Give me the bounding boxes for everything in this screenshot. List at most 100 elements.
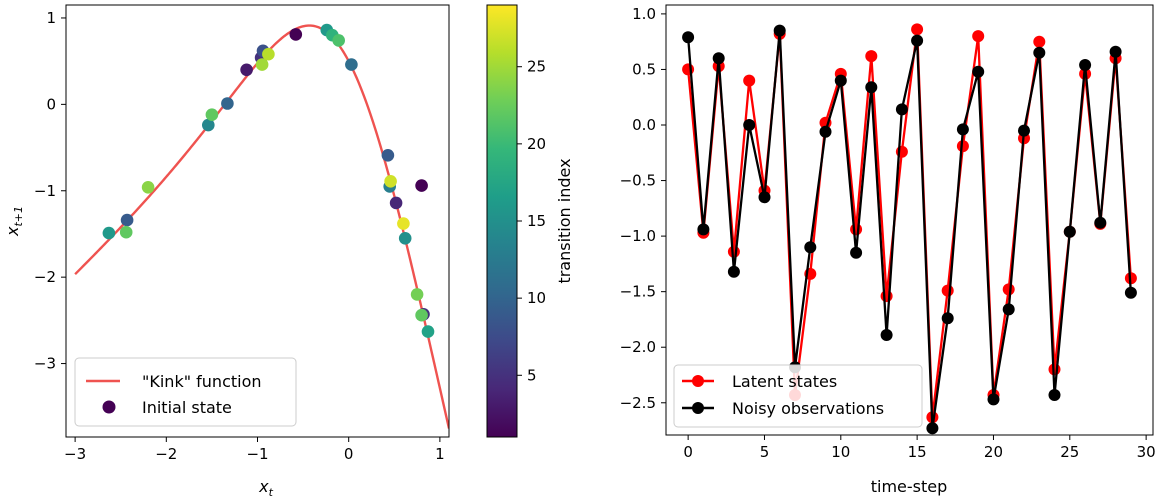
kink-function-plot: −3 −2 −1 0 1 −3 −2 −1 0 1 xt xt+1 "Kink" functio… [3,4,450,498]
initial-state-point-23 [141,181,155,194]
right-y-tick-label-4: −0.5 [620,172,656,190]
left-x-ticks: −3 −2 −1 0 1 [64,437,445,463]
initial-state-point-21 [415,308,428,322]
initial-state-point-7 [120,213,134,227]
series-1-point-20 [987,393,1000,406]
right-y-tick-label-1: −2.0 [620,338,656,356]
series-1-point-21 [1002,303,1015,316]
series-1-point-12 [865,81,878,94]
left-x-tick-label-0: −3 [64,445,86,463]
series-1-point-25 [1063,225,1076,238]
left-y-tick-label-2: −1 [34,182,56,200]
series-line-1 [686,29,1133,430]
legend-initial-state-marker [102,400,116,414]
right-y-tick-label-5: 0.0 [632,116,656,134]
series-0-point-13 [880,290,893,303]
series-0-point-17 [941,284,954,297]
series-1-point-4 [743,119,756,131]
right-x-tick-label-2: 10 [831,443,850,461]
initial-state-point-22 [410,288,424,301]
initial-state-point-12 [202,118,215,132]
left-x-tick-label-4: 1 [435,445,445,463]
initial-state-points [102,23,435,338]
legend-initial-state-label: Initial state [142,398,232,417]
initial-state-point-16 [421,325,435,338]
series-0-point-0 [682,63,695,76]
left-x-tick-label-3: 0 [344,445,354,463]
time-series-lines [682,23,1137,435]
right-legend-box [673,364,923,428]
series-0-point-23 [1033,35,1046,48]
series-1-point-24 [1048,389,1061,401]
series-1-point-15 [911,34,924,47]
series-1-point-29 [1124,286,1137,299]
colorbar-tick-label-4: 25 [527,58,546,76]
colorbar-tick-label-2: 15 [527,212,546,230]
initial-state-point-10 [345,58,358,71]
series-1-point-18 [956,123,969,136]
series-1-point-16 [926,422,939,435]
right-x-tick-label-6: 30 [1137,443,1156,461]
right-x-tick-label-0: 0 [683,443,693,461]
legend-latent-marker [692,375,704,387]
series-0-point-19 [972,30,985,43]
left-x-tick-label-1: −2 [155,445,177,463]
left-y-ticks: −3 −2 −1 0 1 [34,9,66,373]
series-1-point-5 [758,191,771,204]
series-1-point-6 [773,24,786,37]
series-1-point-11 [850,246,863,259]
series-1-point-9 [819,125,832,138]
colorbar: 5 10 15 20 25 transition index [486,4,574,438]
initial-state-point-20 [119,225,133,239]
initial-state-point-18 [332,34,346,47]
series-line-0 [686,28,1133,419]
series-1-point-14 [895,103,908,116]
colorbar-tick-label-3: 20 [527,135,546,153]
legend-latent-label: Latent states [732,372,837,391]
series-0-point-11 [850,223,863,236]
series-1-point-22 [1018,124,1030,137]
left-y-tick-label-3: 0 [46,95,56,113]
initial-state-point-1 [415,179,428,192]
left-x-axis-label: xt [258,477,273,498]
series-1-point-1 [697,223,710,236]
initial-state-point-8 [381,149,395,162]
left-legend-box [74,357,297,427]
right-y-ticks: −2.5 −2.0 −1.5 −1.0 −0.5 0.0 0.5 1.0 [620,5,666,412]
initial-state-point-24 [255,58,269,71]
right-axes-frame [665,4,1154,436]
left-y-tick-label-4: 1 [46,9,56,27]
legend-kink-label: "Kink" function [142,372,262,391]
series-1-point-19 [972,65,985,78]
initial-state-point-0 [289,28,303,41]
right-x-tick-label-1: 5 [760,443,770,461]
colorbar-gradient [487,5,517,437]
series-0-point-4 [743,74,756,87]
series-1-point-0 [682,31,695,44]
series-0-point-12 [865,50,878,63]
right-x-ticks: 0 5 10 15 20 25 30 [683,435,1156,461]
left-x-tick-label-2: −1 [246,445,268,463]
initial-state-point-13 [398,232,412,245]
left-y-axis-label: xt+1 [3,206,25,237]
series-1-point-23 [1033,46,1046,59]
series-1-point-10 [834,74,847,87]
right-y-tick-label-2: −1.5 [620,283,656,301]
series-noisy-observations [682,24,1137,435]
time-series-plot: 0 5 10 15 20 25 30 −2.5 −2.0 −1.5 −1.0 −0.5 0.0 0.5 1… [620,4,1156,496]
initial-state-point-2 [240,63,253,77]
right-y-tick-label-3: −1.0 [620,227,656,245]
colorbar-tick-label-1: 10 [527,289,546,307]
series-1-point-8 [804,241,817,254]
colorbar-tick-label-0: 5 [527,366,537,384]
series-0-point-21 [1002,283,1015,296]
right-x-tick-label-4: 20 [984,443,1003,461]
left-legend: "Kink" function Initial state [74,357,297,427]
series-1-point-13 [880,329,893,341]
legend-noisy-label: Noisy observations [732,399,884,418]
right-legend: Latent states Noisy observations [673,364,923,428]
series-1-point-26 [1079,59,1092,71]
series-latent-states [682,23,1137,424]
colorbar-ticks: 5 10 15 20 25 [517,58,546,384]
